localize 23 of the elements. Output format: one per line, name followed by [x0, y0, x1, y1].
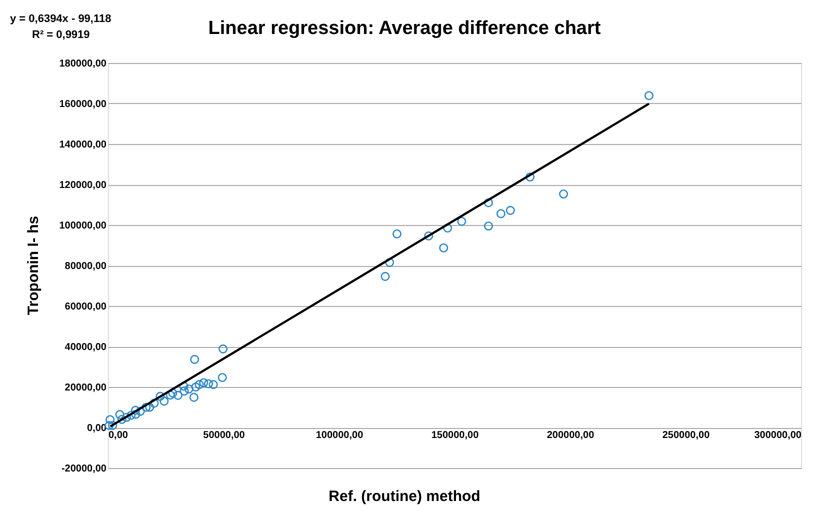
y-tick-label: 180000,00	[59, 58, 107, 70]
x-tick-label: 50000,00	[203, 430, 246, 441]
y-tick-label: 60000,00	[64, 302, 107, 312]
x-tick-label: 200000,00	[546, 430, 595, 441]
x-tick-label: 150000,00	[431, 430, 480, 441]
x-tick-label: 300000,00	[754, 430, 802, 441]
y-tick-label: -20000,00	[61, 464, 107, 474]
y-tick-label: 120000,00	[59, 180, 107, 191]
y-tick-label: 100000,00	[59, 220, 107, 232]
x-tick-label: 100000,00	[316, 430, 364, 441]
x-axis-title: Ref. (routine) method	[328, 488, 480, 505]
y-axis-title: Troponin I- hs	[25, 216, 42, 316]
y-tick-label: 0,00	[87, 423, 107, 434]
y-tick-label: 20000,00	[64, 382, 107, 394]
y-tick-label: 140000,00	[59, 140, 107, 150]
text: R² = 0,9919	[32, 29, 90, 41]
text: y = 0,6394x - 99,118	[10, 13, 112, 25]
x-tick-label: 250000,00	[662, 430, 710, 441]
y-tick-label: 40000,00	[64, 342, 107, 353]
y-tick-label: 160000,00	[59, 99, 107, 110]
y-tick-label: 80000,00	[64, 261, 107, 272]
chart-title: Linear regression: Average difference chart	[208, 18, 602, 39]
x-tick-label: 0,00	[108, 430, 128, 441]
